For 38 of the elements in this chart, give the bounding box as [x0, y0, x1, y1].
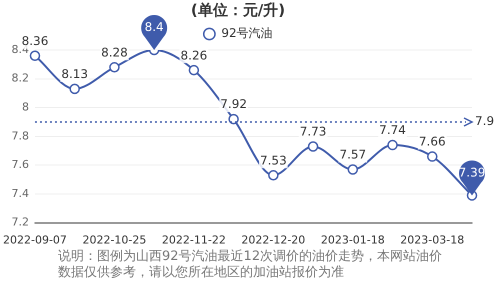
- y-tick-label: 7.8: [11, 129, 29, 142]
- text: 说明：图例为山西92号汽油最近12次调价的油价走势，本网站油价数据仅供参考，请以您所在地区的加油站报价为准: [58, 248, 442, 280]
- data-label: 8.26: [180, 48, 208, 62]
- x-tick-label: 2022-09-07: [2, 233, 67, 246]
- chart-title: (单位：元/升): [190, 0, 286, 19]
- point: [228, 114, 239, 124]
- point: [268, 170, 279, 181]
- data-label: 8.4: [144, 20, 164, 34]
- x-tick-label: 2022-12-20: [241, 233, 306, 246]
- ref-line-label: 7.9: [475, 114, 494, 128]
- y-tick-label: 7.4: [11, 186, 29, 200]
- y-tick-label: 8: [22, 100, 29, 114]
- data-label: 7.39: [458, 166, 486, 180]
- data-label: 7.57: [339, 148, 366, 162]
- point: [188, 64, 200, 76]
- data-label: 8.36: [22, 34, 48, 48]
- point: [30, 50, 40, 62]
- legend-label: 92号汽油: [221, 26, 273, 40]
- data-label: 8.13: [61, 67, 88, 82]
- point: [69, 84, 80, 94]
- y-tick-label: 8.2: [11, 72, 29, 85]
- data-label: 8.28: [101, 45, 128, 60]
- point: [109, 62, 120, 73]
- point: [387, 140, 398, 150]
- data-label: 7.74: [379, 123, 406, 138]
- data-label: 7.73: [300, 124, 326, 139]
- data-label: 7.66: [418, 134, 446, 149]
- point: [308, 141, 318, 152]
- y-tick-label: 7.2: [11, 216, 29, 229]
- x-tick-label: 2022-10-25: [82, 233, 146, 246]
- x-tick-label: 2023-01-18: [320, 233, 385, 246]
- y-tick-label: 7.6: [11, 158, 29, 172]
- x-tick-label: 2022-11-22: [162, 233, 226, 246]
- data-label: 7.53: [260, 153, 287, 168]
- data-label: 7.92: [220, 97, 247, 112]
- point: [348, 164, 358, 175]
- point: [427, 151, 438, 162]
- x-tick-label: 2023-03-18: [400, 233, 464, 246]
